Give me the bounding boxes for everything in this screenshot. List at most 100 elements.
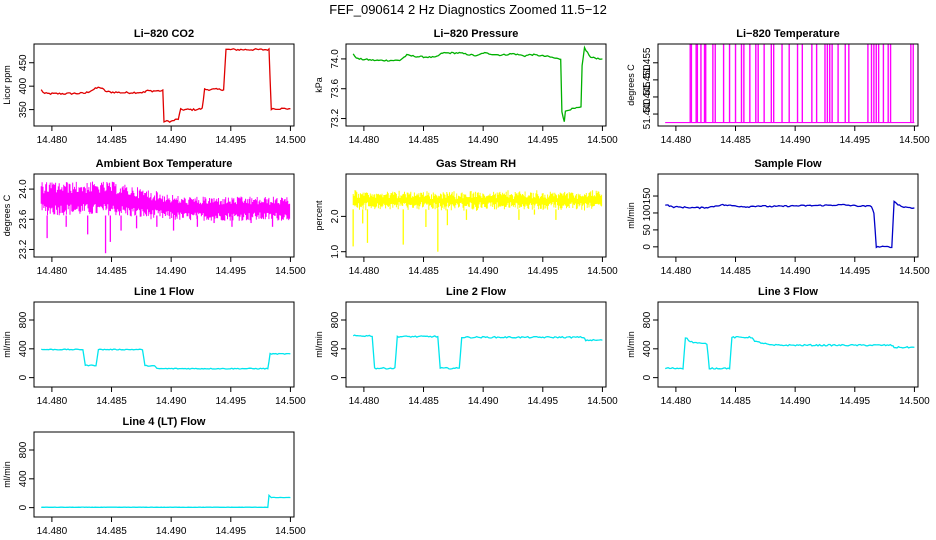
x-tick-label: 14.480 xyxy=(661,135,692,146)
x-tick-label: 14.480 xyxy=(349,135,380,146)
y-tick-label: 0 xyxy=(330,374,341,380)
series-line xyxy=(665,200,915,249)
x-tick-label: 14.485 xyxy=(96,266,127,277)
panel-pressure: Li−820 Pressure 14.480 14.485 14.490 14.495 1… xyxy=(314,28,618,146)
y-tick-label: 350 xyxy=(18,101,29,118)
x-tick-label: 14.485 xyxy=(408,266,439,277)
plot-frame xyxy=(657,173,919,258)
y-axis-label: degrees C xyxy=(2,194,12,236)
x-tick-label: 14.490 xyxy=(780,396,811,407)
y-tick-label: 23.6 xyxy=(18,209,29,229)
panel-title: Line 2 Flow xyxy=(446,286,506,298)
x-tick-label: 14.480 xyxy=(349,396,380,407)
panel-line2: Line 2 Flow 14.480 14.485 14.490 14.495 14.50… xyxy=(314,286,618,407)
x-tick-label: 14.495 xyxy=(527,396,558,407)
panel-title: Ambient Box Temperature xyxy=(96,158,233,170)
y-tick-label: 0 xyxy=(18,374,29,380)
x-tick-label: 14.490 xyxy=(780,266,811,277)
y-tick-label: 23.2 xyxy=(18,239,29,259)
y-tick-label: 51.455 xyxy=(642,47,653,78)
y-tick-label: 800 xyxy=(18,441,29,458)
panel-ambient-temp: Ambient Box Temperature 14.480 14.485 14.49… xyxy=(2,158,306,277)
y-axis-label: degrees C xyxy=(626,64,636,106)
y-tick-label: 51.440 xyxy=(642,98,653,129)
y-axis-label: ml/min xyxy=(2,461,12,488)
y-tick-label: 400 xyxy=(18,470,29,487)
x-tick-label: 14.495 xyxy=(527,266,558,277)
x-tick-label: 14.480 xyxy=(37,135,68,146)
plot-area xyxy=(352,190,603,252)
y-tick-label: 0 xyxy=(642,244,653,250)
y-tick-label: 1.0 xyxy=(330,244,341,258)
plot-area xyxy=(40,181,291,254)
x-tick-label: 14.490 xyxy=(468,266,499,277)
x-tick-label: 14.490 xyxy=(156,396,187,407)
x-tick-label: 14.485 xyxy=(96,526,127,537)
y-tick-label: 800 xyxy=(642,311,653,328)
plot-frame xyxy=(345,301,607,388)
x-tick-label: 14.485 xyxy=(408,135,439,146)
plot-frame xyxy=(33,173,295,258)
panel-title: Li−820 CO2 xyxy=(134,28,194,40)
plot-area xyxy=(40,47,291,124)
x-tick-label: 14.495 xyxy=(215,396,246,407)
x-tick-label: 14.495 xyxy=(215,266,246,277)
x-tick-label: 14.500 xyxy=(587,266,618,277)
y-tick-label: 51.450 xyxy=(642,64,653,95)
x-tick-label: 14.500 xyxy=(587,396,618,407)
x-tick-label: 14.490 xyxy=(780,135,811,146)
panel-co2: Li−820 CO2 14.480 14.485 14.490 14.495 14.500… xyxy=(2,28,306,146)
x-tick-label: 14.490 xyxy=(468,396,499,407)
x-tick-label: 14.495 xyxy=(839,266,870,277)
y-tick-label: 800 xyxy=(18,311,29,328)
x-tick-label: 14.495 xyxy=(215,135,246,146)
plot-area xyxy=(665,200,915,249)
series-line xyxy=(40,47,291,124)
y-axis-label: kPa xyxy=(314,77,324,93)
y-tick-label: 400 xyxy=(642,340,653,357)
panel-line1: Line 1 Flow 14.480 14.485 14.490 14.495 14.50… xyxy=(2,286,306,407)
x-tick-label: 14.480 xyxy=(661,396,692,407)
panel-title: Li−820 Temperature xyxy=(736,28,839,40)
y-tick-label: 73.2 xyxy=(330,108,341,128)
panel-title: Line 3 Flow xyxy=(758,286,818,298)
y-tick-label: 100 xyxy=(642,204,653,221)
x-tick-label: 14.500 xyxy=(899,135,930,146)
plot-area xyxy=(41,493,291,509)
y-tick-label: 150 xyxy=(642,187,653,204)
y-tick-label: 51.445 xyxy=(642,81,653,112)
x-tick-label: 14.490 xyxy=(156,266,187,277)
plot-frame xyxy=(33,43,295,127)
x-tick-label: 14.485 xyxy=(96,135,127,146)
x-tick-label: 14.480 xyxy=(37,266,68,277)
panel-title: Li−820 Pressure xyxy=(434,28,519,40)
y-tick-label: 0 xyxy=(642,374,653,380)
series-line xyxy=(41,493,291,509)
x-tick-label: 14.490 xyxy=(468,135,499,146)
y-tick-label: 73.6 xyxy=(330,79,341,99)
y-axis-label: ml/min xyxy=(2,331,12,358)
y-axis-label: ml/min xyxy=(626,331,636,358)
x-tick-label: 14.480 xyxy=(37,526,68,537)
figure-title: FEF_090614 2 Hz Diagnostics Zoomed 11.5−… xyxy=(329,2,607,17)
x-tick-label: 14.495 xyxy=(527,135,558,146)
plot-frame xyxy=(345,173,607,258)
plot-frame xyxy=(33,431,295,518)
plot-frame xyxy=(33,301,295,388)
panel-line4: Line 4 (LT) Flow 14.480 14.485 14.490 14.495… xyxy=(2,416,306,537)
series-band xyxy=(352,190,603,211)
y-tick-label: 0 xyxy=(18,504,29,510)
x-tick-label: 14.490 xyxy=(156,526,187,537)
x-tick-label: 14.490 xyxy=(156,135,187,146)
x-tick-label: 14.480 xyxy=(349,266,380,277)
y-axis-label: ml/min xyxy=(314,331,324,358)
series-line xyxy=(352,334,603,370)
x-tick-label: 14.495 xyxy=(839,396,870,407)
plot-frame xyxy=(345,43,607,127)
y-tick-label: 74.0 xyxy=(330,49,341,69)
plot-area xyxy=(352,45,603,122)
y-tick-label: 400 xyxy=(18,340,29,357)
series-line xyxy=(664,335,915,370)
x-tick-label: 14.500 xyxy=(275,396,306,407)
y-tick-label: 800 xyxy=(330,311,341,328)
